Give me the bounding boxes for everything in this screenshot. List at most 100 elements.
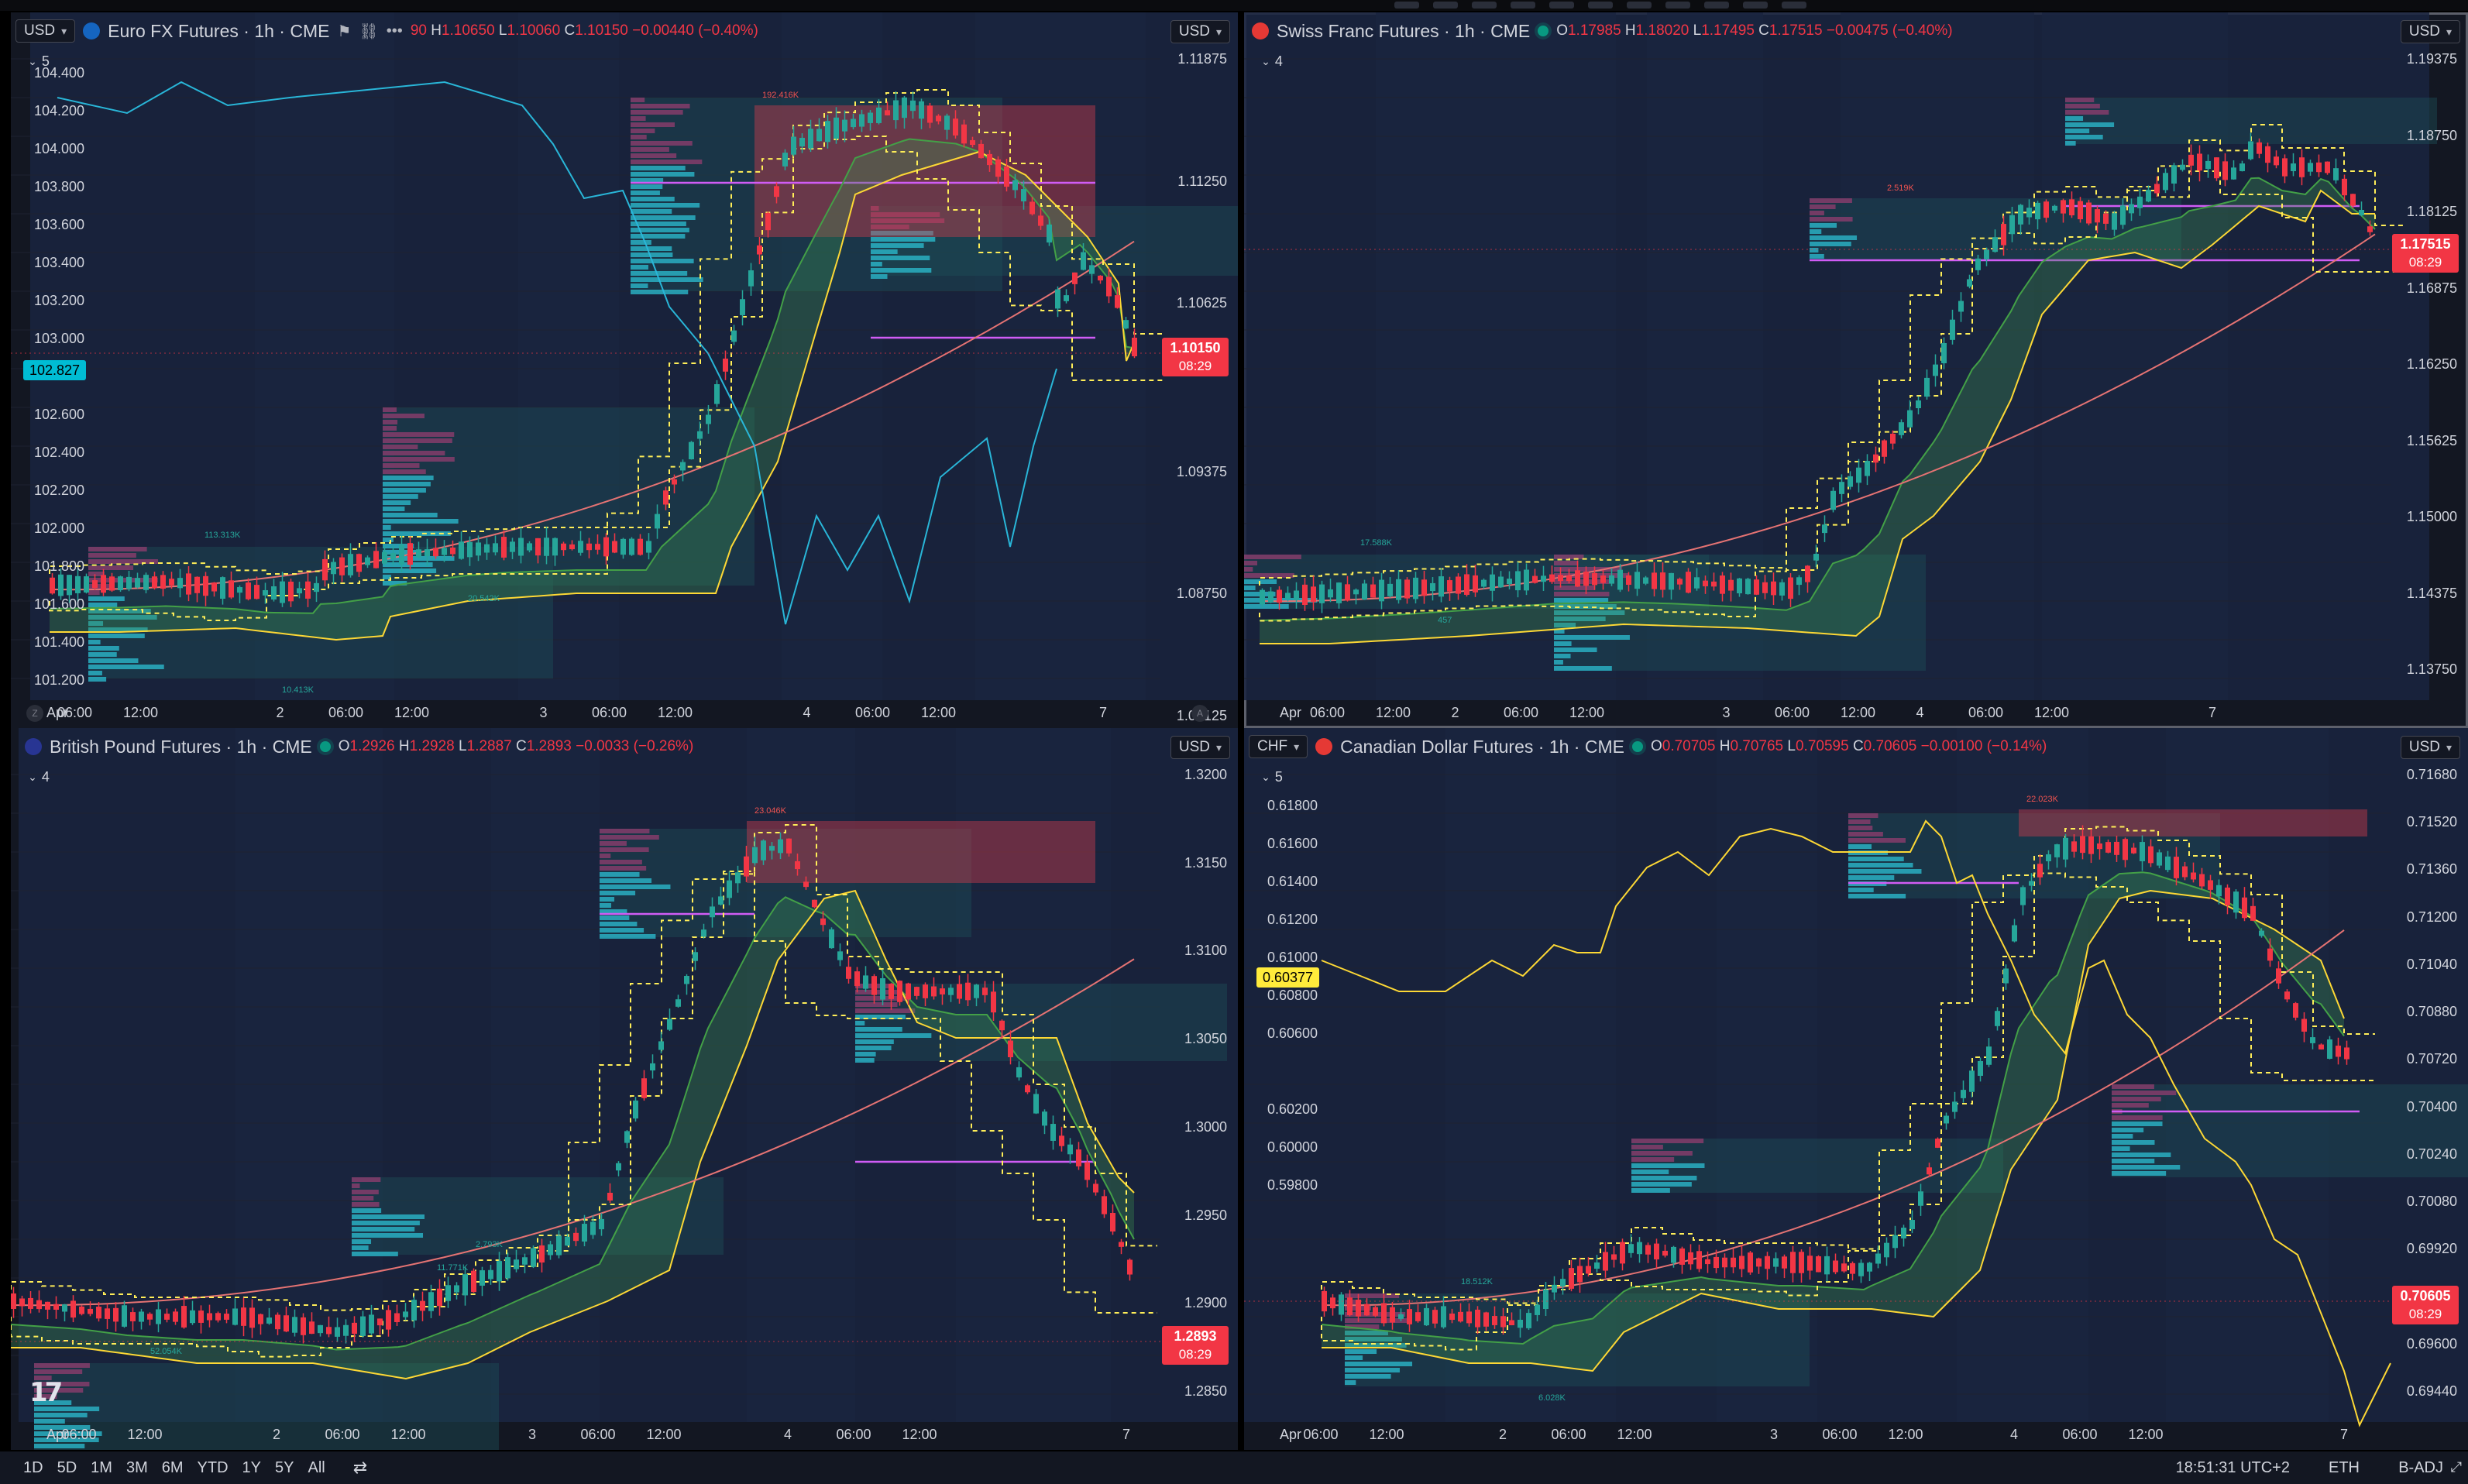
timezone-corner-button[interactable]: Z <box>26 705 43 722</box>
volume-profile-label: 6.028K <box>1538 1393 1566 1403</box>
swiss-flag-icon <box>1252 22 1269 40</box>
left-price-axis[interactable]: 104.400 104.200 104.000 103.800 103.600 103.4… <box>11 12 96 728</box>
time-axis-label: 06:00 <box>1551 1427 1586 1442</box>
eu-flag-icon <box>83 22 101 40</box>
time-axis-label: 06:00 <box>328 705 364 720</box>
symbol-title[interactable]: Canadian Dollar Futures · 1h · CME <box>1340 736 1624 757</box>
price-axis-label: 1.3050 <box>1184 1031 1227 1047</box>
toolbar-tool[interactable] <box>1511 2 1535 9</box>
left-price-axis[interactable]: 0.61800 0.61600 0.61400 0.61200 0.61000 0.608… <box>1244 728 1329 1450</box>
time-axis-label: 12:00 <box>122 705 159 720</box>
time-axis-label: 4 <box>1916 705 1924 720</box>
toolbar-tool[interactable] <box>1433 2 1458 9</box>
fullscreen-icon[interactable]: ⤢ <box>2450 1459 2462 1475</box>
toolbar-tool[interactable] <box>1627 2 1652 9</box>
timeframe-1d-button[interactable]: 1D <box>23 1458 43 1476</box>
toolbar-tool[interactable] <box>1782 2 1806 9</box>
left-axis-label: 0.60000 <box>1267 1139 1318 1155</box>
symbol-title[interactable]: British Pound Futures · 1h · CME <box>50 736 312 757</box>
time-axis-label: 4 <box>783 1427 792 1442</box>
chart-canvas[interactable]: 18.512K 22.023K 6.028K <box>1244 728 2468 1450</box>
toolbar-tool[interactable] <box>1704 2 1729 9</box>
chart-canvas[interactable]: 113.313K 192.416K 10.413K 20.542K <box>11 12 1238 728</box>
toolbar-tool[interactable] <box>1549 2 1574 9</box>
chart-panel-canadian-dollar[interactable]: 18.512K 22.023K 6.028K CHF ▾ Canadian Dolla… <box>1244 728 2468 1450</box>
price-axis-label: 0.69440 <box>2406 1383 2457 1399</box>
clock[interactable]: 18:51:31 UTC+2 <box>2175 1459 2290 1476</box>
time-axis-label: 12:00 <box>1375 705 1411 720</box>
time-axis-label: 12:00 <box>2128 1427 2164 1442</box>
session-toggle[interactable]: ETH <box>2329 1459 2360 1476</box>
timeframe-1y-button[interactable]: 1Y <box>242 1458 262 1476</box>
more-icon[interactable]: ••• <box>386 22 403 40</box>
timeframe-1m-button[interactable]: 1M <box>91 1458 112 1476</box>
time-axis[interactable]: Apr 06:00 12:00 2 06:00 12:00 3 06:00 12:00 4 06:0… <box>1244 1422 2391 1450</box>
indicators-collapse-button[interactable]: ⌄ 4 <box>28 768 50 785</box>
right-scale-currency-select[interactable]: USD ▾ <box>1170 736 1230 759</box>
indicators-collapse-button[interactable]: ⌄ 4 <box>1261 53 1283 69</box>
right-scale-currency-select[interactable]: USD ▾ <box>1170 20 1230 43</box>
symbol-title[interactable]: Euro FX Futures · 1h · CME <box>108 20 330 41</box>
price-axis-label: 0.71040 <box>2406 956 2457 972</box>
ohlc-values: O1.2926 H1.2928 L1.2887 C1.2893 −0.0033 … <box>338 738 694 754</box>
price-axis-label: 0.71360 <box>2406 861 2457 878</box>
price-axis-label: 0.71680 <box>2406 767 2457 782</box>
flag-icon[interactable]: ⚑ <box>337 22 352 40</box>
last-price: 0.70605 <box>2400 1288 2451 1304</box>
price-axis[interactable]: 1.118751.112501.106251.093751.087501.081… <box>1160 12 1238 728</box>
time-axis-label: 06:00 <box>2062 1427 2098 1442</box>
ohlc-values: 90 H1.10650 L1.10060 C1.10150 −0.00440 (… <box>410 22 758 39</box>
last-price-badge: 1.2893 08:29 <box>1162 1326 1229 1365</box>
date-range-icon[interactable]: ⇄ <box>352 1458 368 1477</box>
left-axis-label: 0.60200 <box>1267 1101 1318 1117</box>
ohlc-values: O1.17985 H1.18020 L1.17495 C1.17515 −0.0… <box>1556 22 1953 39</box>
price-axis[interactable]: 0.71680 0.71520 0.71360 0.71200 0.71040 0.708… <box>2391 728 2468 1450</box>
toolbar-tool[interactable] <box>1472 2 1497 9</box>
timeframe-6m-button[interactable]: 6M <box>161 1458 184 1476</box>
timeframe-ytd-button[interactable]: YTD <box>197 1458 229 1476</box>
timeframe-5y-button[interactable]: 5Y <box>275 1458 294 1476</box>
link-icon[interactable]: ⛓ <box>359 22 379 40</box>
left-scale-value-badge: 0.60377 <box>1256 967 1320 988</box>
right-scale-currency-select[interactable]: USD ▾ <box>2400 736 2460 759</box>
timeframe-5d-button[interactable]: 5D <box>57 1458 77 1476</box>
last-price-badge: 1.10150 08:29 <box>1162 338 1229 376</box>
price-axis[interactable]: 1.19375 1.18750 1.18125 1.16875 1.16250 1.156… <box>2391 12 2468 728</box>
bar-countdown: 08:29 <box>2408 255 2442 270</box>
tradingview-logo[interactable]: 17 <box>29 1377 63 1408</box>
time-axis[interactable]: Apr 06:00 12:00 2 06:00 12:00 3 06:00 12:00 4 06:0… <box>1244 700 2391 728</box>
left-scale-currency-select[interactable]: USD ▾ <box>15 19 76 43</box>
timeframe-all-button[interactable]: All <box>308 1458 325 1476</box>
time-axis[interactable]: Apr 06:00 12:00 2 06:00 12:00 3 06:00 12:00 4 06:0… <box>11 1422 1160 1450</box>
right-scale-currency-select[interactable]: USD ▾ <box>2400 20 2460 43</box>
indicators-collapse-button[interactable]: ⌄ 5 <box>28 53 50 69</box>
chart-panel-swiss-franc[interactable]: 17.588K 2.519K 457 Swiss Franc Futures · 1… <box>1244 12 2468 728</box>
time-axis-label: Apr <box>46 1427 69 1442</box>
price-axis[interactable]: 1.3200 1.3150 1.3100 1.3050 1.3000 1.2950 1.29… <box>1160 728 1238 1450</box>
toolbar-tool[interactable] <box>1394 2 1419 9</box>
time-axis[interactable]: Apr 06:00 12:00 2 06:00 12:00 3 06:00 12:00 4 06:0… <box>11 700 1160 728</box>
time-axis-label: 12:00 <box>2033 705 2070 720</box>
left-axis-label: 0.59800 <box>1267 1177 1318 1193</box>
auto-scale-button[interactable]: A <box>1191 705 1208 722</box>
time-axis-label: 06:00 <box>580 1427 616 1442</box>
time-axis-label: 3 <box>1722 705 1731 720</box>
indicators-collapse-button[interactable]: ⌄ 5 <box>1261 768 1283 785</box>
toolbar-tool[interactable] <box>1665 2 1690 9</box>
left-scale-currency-select[interactable]: CHF ▾ <box>1249 735 1308 758</box>
time-axis-label: 06:00 <box>1503 705 1539 720</box>
chart-panel-euro-fx[interactable]: 113.313K 192.416K 10.413K 20.542K USD ▾ Euro… <box>11 12 1238 728</box>
adjustment-toggle[interactable]: B-ADJ <box>2398 1459 2443 1476</box>
toolbar-tool[interactable] <box>1588 2 1613 9</box>
price-axis-label: 1.14375 <box>2406 585 2457 601</box>
symbol-title[interactable]: Swiss Franc Futures · 1h · CME <box>1277 20 1531 41</box>
volume-profile-label: 11.771K <box>437 1263 469 1273</box>
left-axis-label: 104.000 <box>34 141 85 156</box>
timeframe-3m-button[interactable]: 3M <box>125 1458 148 1476</box>
chart-canvas[interactable]: 17.588K 2.519K 457 <box>1244 12 2468 728</box>
toolbar-tool[interactable] <box>1743 2 1768 9</box>
price-axis-label: 1.18125 <box>2406 204 2457 219</box>
volume-profile-label: 457 <box>1438 616 1452 625</box>
